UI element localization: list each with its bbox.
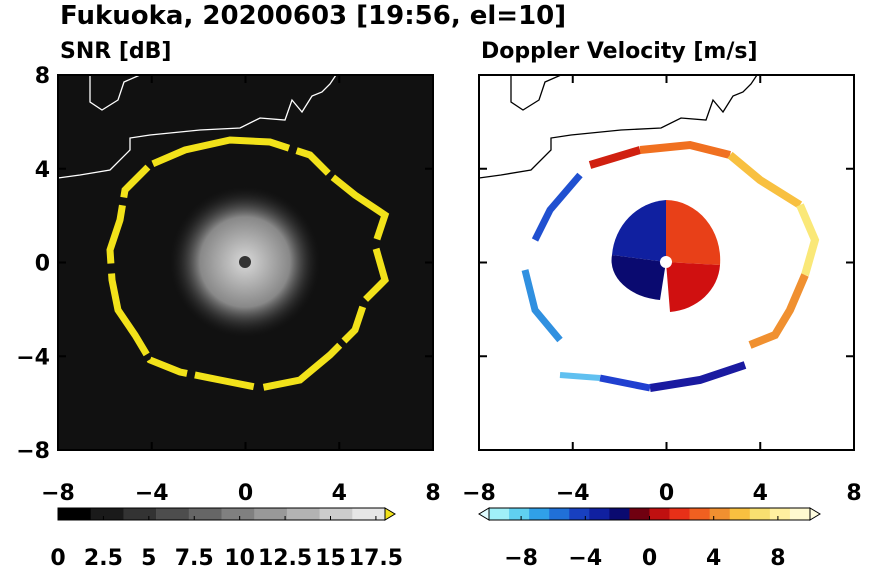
colorbar-segment	[629, 508, 650, 520]
colorbar-segment	[549, 508, 570, 520]
y-tick-label: −8	[16, 439, 50, 464]
colorbar-segment	[569, 508, 590, 520]
x-tick-label: 4	[753, 481, 768, 506]
colorbar-segment	[352, 508, 386, 520]
coastline	[57, 74, 337, 179]
coastline	[510, 74, 562, 111]
x-tick-label: −4	[556, 481, 590, 506]
colorbar-tick-label: −8	[504, 546, 538, 570]
colorbar-tick-label: 5	[141, 546, 156, 570]
colorbar-segment	[589, 508, 610, 520]
colorbar-tick-label: 15	[315, 546, 346, 570]
colorbar-segment	[123, 508, 157, 520]
x-tick-label: 0	[238, 481, 253, 506]
colorbar-tick-label: 17.5	[349, 546, 403, 570]
colorbar-segment	[689, 508, 710, 520]
y-tick-label: 4	[35, 158, 50, 183]
colorbar-frame	[57, 507, 386, 521]
colorbar-segment	[58, 508, 91, 520]
colorbar-segment	[509, 508, 530, 520]
colorbar-segment	[729, 508, 751, 520]
colorbar-tick-label: 12.5	[258, 546, 312, 570]
colorbar-segment	[749, 508, 771, 520]
colorbar-extend	[478, 507, 490, 521]
colorbar-segment	[789, 508, 811, 520]
y-tick-label: 8	[35, 64, 50, 89]
velocity-field	[521, 140, 820, 392]
echo-ring	[106, 136, 390, 392]
coastline	[89, 74, 141, 111]
x-tick-label: 4	[332, 481, 347, 506]
colorbar-segment	[90, 508, 124, 520]
panel-title: SNR [dB]	[60, 39, 171, 64]
colorbar-segment	[709, 508, 731, 520]
page-title: Fukuoka, 20200603 [19:56, el=10]	[60, 1, 566, 31]
colorbar-segment	[609, 508, 630, 520]
colorbar-segment	[489, 508, 510, 520]
x-tick-label: 8	[425, 481, 440, 506]
colorbar-tick-label: 7.5	[175, 546, 214, 570]
x-tick-label: −4	[135, 481, 169, 506]
colorbar-tick-label: 10	[224, 546, 255, 570]
colorbar-tick-label: 8	[770, 546, 785, 570]
colorbar-segment	[319, 508, 353, 520]
colorbar-segment	[649, 508, 670, 520]
y-tick-label: −4	[16, 345, 50, 370]
colorbar-extend	[809, 507, 821, 521]
coastline	[478, 74, 758, 179]
colorbar-segment	[188, 508, 222, 520]
y-tick-label: 0	[35, 252, 50, 277]
colorbar-segment	[529, 508, 550, 520]
colorbar-tick-label: 0	[642, 546, 657, 570]
colorbar-segment	[769, 508, 791, 520]
colorbar-extend	[384, 507, 396, 521]
colorbar-tick-label: 2.5	[84, 546, 123, 570]
x-tick-label: 8	[846, 481, 861, 506]
colorbar-segment	[286, 508, 320, 520]
colorbar-segment	[221, 508, 255, 520]
colorbar-segment	[156, 508, 190, 520]
colorbar-tick-label: 4	[706, 546, 721, 570]
x-tick-label: −8	[462, 481, 496, 506]
x-tick-label: −8	[41, 481, 75, 506]
x-tick-label: 0	[659, 481, 674, 506]
radar-site	[239, 256, 251, 268]
panel-title: Doppler Velocity [m/s]	[481, 39, 758, 64]
colorbar-tick-label: 0	[50, 546, 65, 570]
colorbar-segment	[254, 508, 288, 520]
colorbar-tick-label: −4	[568, 546, 602, 570]
colorbar-segment	[669, 508, 690, 520]
